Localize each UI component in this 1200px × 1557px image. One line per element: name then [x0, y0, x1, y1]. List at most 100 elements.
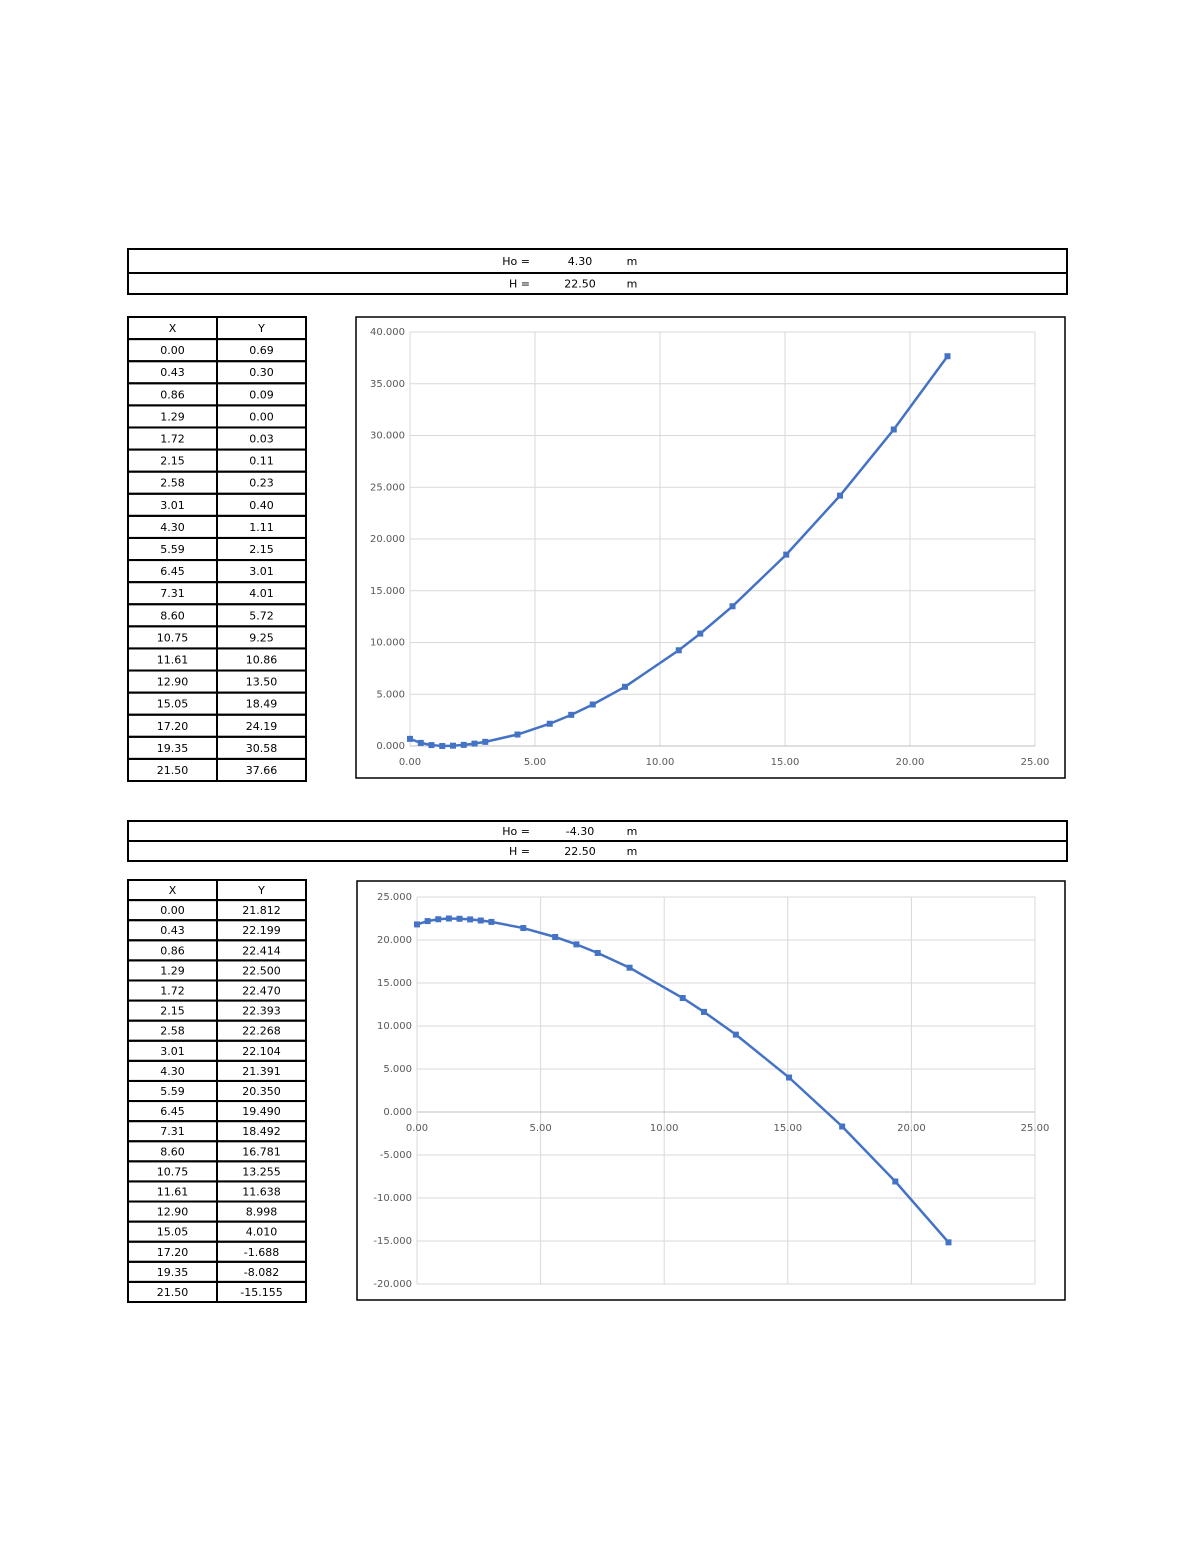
table-text: 0.30 [249, 366, 274, 379]
data-point [786, 1074, 793, 1081]
table-text: 0.00 [160, 904, 185, 917]
table-text: 0.11 [249, 455, 274, 468]
table-text: -15.155 [240, 1286, 282, 1299]
data-point [890, 426, 897, 433]
x-tick-label: 5.00 [524, 757, 546, 768]
table-text: 15.05 [157, 1226, 189, 1239]
table-text: 8.60 [160, 1145, 185, 1158]
table-text: 2.15 [160, 1005, 185, 1018]
table-text: 10.86 [246, 653, 278, 666]
x-tick-label: 15.00 [771, 757, 800, 768]
y-tick-label: 35.000 [370, 379, 405, 390]
data-point [450, 742, 456, 749]
data-point [445, 915, 452, 922]
data-point [424, 918, 431, 925]
data-point [520, 925, 527, 932]
table-text: 22.470 [242, 985, 281, 998]
table-text: 16.781 [242, 1145, 281, 1158]
data-point [839, 1123, 846, 1130]
data-point [568, 711, 575, 718]
x-tick-label: 0.00 [399, 757, 421, 768]
table-text: 0.00 [249, 410, 274, 423]
table-cell [216, 1280, 307, 1304]
data-point [732, 1031, 739, 1038]
x-tick-label: 5.00 [529, 1123, 551, 1134]
x-tick-label: 25.00 [1021, 757, 1050, 768]
table-text: 5.59 [160, 1085, 185, 1098]
data-point [471, 740, 478, 747]
table-text: 4.010 [246, 1226, 278, 1239]
table-text: 13.50 [246, 676, 278, 689]
data-point [837, 492, 843, 499]
table-text: 0.43 [160, 924, 185, 937]
x-tick-label: 15.00 [773, 1123, 802, 1134]
data-point [417, 739, 424, 746]
table-text: 22.199 [242, 924, 281, 937]
header-cell: -4.30 [566, 825, 594, 838]
y-tick-label: 5.000 [376, 689, 405, 700]
header-row [127, 840, 1068, 862]
table-text: 0.00 [160, 344, 185, 357]
y-tick-label: -10.000 [373, 1193, 412, 1204]
data-point [514, 731, 521, 738]
table-text: 6.45 [160, 565, 185, 578]
table-text: 22.393 [242, 1005, 281, 1018]
x-tick-label: 10.00 [646, 757, 675, 768]
table-text: 6.45 [160, 1105, 185, 1118]
y-tick-label: 25.000 [370, 482, 405, 493]
table-text: 3.01 [160, 1045, 185, 1058]
table-text: 21.391 [242, 1065, 281, 1078]
table-text: 5.59 [160, 543, 185, 556]
table-text: 1.11 [249, 521, 274, 534]
table-text: 24.19 [246, 720, 278, 733]
data-point [573, 941, 580, 948]
y-tick-label: 5.000 [383, 1064, 412, 1075]
x-tick-label: 10.00 [650, 1123, 679, 1134]
header-cell: m [627, 255, 638, 268]
table-text: 21.812 [242, 904, 281, 917]
table-text: 0.23 [249, 477, 274, 490]
y-tick-label: 25.000 [377, 892, 412, 903]
table-text: 17.20 [157, 1246, 189, 1259]
header-row [127, 272, 1068, 295]
table-text: 17.20 [157, 720, 189, 733]
table-text: 18.492 [242, 1125, 281, 1138]
header-cell: m [627, 278, 638, 291]
table-text: 3.01 [249, 565, 274, 578]
table-text: 0.03 [249, 433, 274, 446]
x-tick-label: 25.00 [1021, 1123, 1050, 1134]
y-tick-label: -5.000 [380, 1150, 412, 1161]
y-tick-label: 20.000 [377, 935, 412, 946]
table-text: 11.638 [242, 1185, 281, 1198]
table-text: 2.15 [160, 455, 185, 468]
table-text: -8.082 [244, 1266, 279, 1279]
header-cell: Ho = [502, 255, 530, 268]
data-point [594, 949, 601, 956]
header-cell: Ho = [502, 825, 530, 838]
table-text: 22.500 [242, 964, 281, 977]
table-text: 0.86 [160, 944, 185, 957]
table-text: 1.72 [160, 433, 185, 446]
data-point [546, 720, 553, 727]
y-tick-label: -20.000 [373, 1279, 412, 1290]
y-tick-label: 30.000 [370, 431, 405, 442]
y-tick-label: 20.000 [370, 534, 405, 545]
y-tick-label: 10.000 [370, 638, 405, 649]
data-point [460, 741, 467, 748]
table-text: 5.72 [249, 609, 274, 622]
data-point [456, 915, 463, 922]
table-text: 0.43 [160, 366, 185, 379]
header-cell: H = [509, 278, 530, 291]
header-row [127, 248, 1068, 274]
data-point [477, 917, 484, 924]
y-tick-label: 15.000 [377, 978, 412, 989]
data-point [435, 916, 442, 923]
data-point [407, 735, 413, 742]
table-text: 37.66 [246, 764, 278, 777]
table-text: 8.998 [246, 1206, 278, 1219]
data-point [675, 647, 682, 654]
y-tick-label: 0.000 [376, 741, 405, 752]
data-point [944, 353, 951, 360]
x-tick-label: 20.00 [897, 1123, 926, 1134]
table-text: 2.15 [249, 543, 274, 556]
